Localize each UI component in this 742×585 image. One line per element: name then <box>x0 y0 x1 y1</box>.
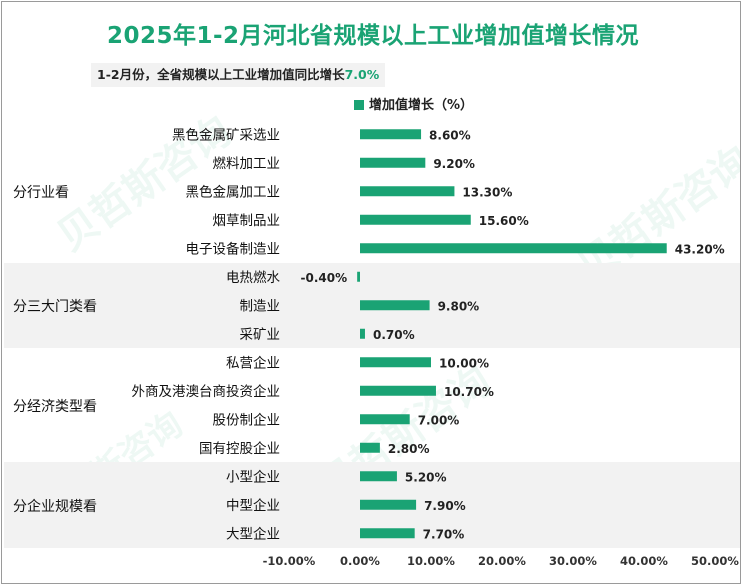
bar <box>360 328 365 339</box>
x-tick-label: 0.00% <box>340 554 380 568</box>
category-label: 电热燃水 <box>226 269 280 286</box>
group-label: 分三大门类看 <box>13 299 97 316</box>
value-label: 15.60% <box>479 214 529 228</box>
value-label: 8.60% <box>429 128 471 142</box>
bar <box>360 214 471 225</box>
x-tick-label: 50.00% <box>691 554 739 568</box>
chart-title: 2025年1-2月河北省规模以上工业增加值增长情况 <box>106 23 640 49</box>
category-label: 燃料加工业 <box>213 155 281 172</box>
bar <box>360 442 380 453</box>
group-label: 分企业规模看 <box>13 498 97 515</box>
value-label: 9.80% <box>438 299 480 313</box>
legend: 增加值增长（%） <box>354 97 473 115</box>
category-label: 中型企业 <box>226 497 280 514</box>
value-label: 43.20% <box>675 242 725 256</box>
bar <box>360 471 397 482</box>
bar <box>360 528 415 539</box>
category-label: 烟草制品业 <box>213 213 281 229</box>
value-label: 7.90% <box>424 499 466 513</box>
category-label: 股份制企业 <box>213 411 281 428</box>
value-label: -0.40% <box>301 271 348 285</box>
value-label: 7.00% <box>418 413 460 427</box>
legend-label: 增加值增长（%） <box>369 98 474 113</box>
value-label: 5.20% <box>405 470 447 484</box>
value-label: 2.80% <box>388 442 430 456</box>
value-label: 7.70% <box>423 527 465 541</box>
x-tick-label: -10.00% <box>263 554 316 568</box>
x-tick-label: 30.00% <box>549 554 597 568</box>
category-label: 外商及港澳台商投资企业 <box>132 383 281 400</box>
subtitle-box: 1-2月份，全省规模以上工业增加值同比增长7.0% <box>91 63 386 87</box>
x-tick-label: 20.00% <box>478 554 526 568</box>
bar <box>360 357 431 368</box>
x-tick-label: 10.00% <box>407 554 455 568</box>
bar <box>360 243 667 254</box>
bar <box>360 300 430 311</box>
bar <box>360 414 410 425</box>
subtitle-text: 1-2月份，全省规模以上工业增加值同比增长 <box>97 67 345 82</box>
group-label: 分经济类型看 <box>13 399 97 415</box>
bar <box>360 385 436 396</box>
legend-swatch <box>354 100 364 110</box>
value-label: 10.70% <box>444 385 494 399</box>
bar <box>360 129 422 140</box>
bar <box>360 499 417 510</box>
value-label: 13.30% <box>462 185 512 199</box>
category-label: 黑色金属矿采选业 <box>172 126 280 143</box>
value-label: 10.00% <box>439 356 489 370</box>
category-label: 采矿业 <box>240 327 281 343</box>
category-label: 制造业 <box>240 298 281 314</box>
x-tick-label: 40.00% <box>620 554 668 568</box>
bar <box>360 157 426 168</box>
group-label: 分行业看 <box>13 185 69 202</box>
value-label: 9.20% <box>433 157 475 171</box>
bar <box>357 271 360 282</box>
category-label: 电子设备制造业 <box>186 240 281 257</box>
category-label: 大型企业 <box>226 525 280 542</box>
category-label: 国有控股企业 <box>199 440 280 457</box>
bar <box>360 186 455 197</box>
subtitle-value: 7.0% <box>344 67 380 82</box>
category-label: 小型企业 <box>226 468 280 485</box>
value-label: 0.70% <box>373 328 415 342</box>
category-label: 黑色金属加工业 <box>186 183 281 200</box>
category-label: 私营企业 <box>226 354 280 371</box>
